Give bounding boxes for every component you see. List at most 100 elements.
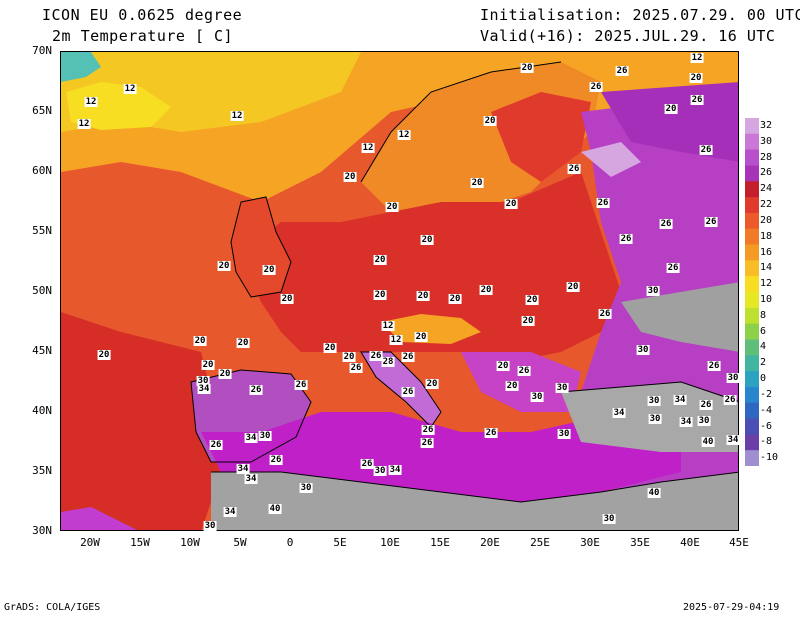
contour-value-label: 20 [193,336,207,346]
contour-value-label: 20 [262,265,276,275]
colorbar-swatch [745,402,759,419]
contour-value-label: 26 [690,95,704,105]
contour-value-label: 20 [505,381,519,391]
contour-value-label: 30 [602,514,616,524]
contour-value-label: 34 [388,465,402,475]
colorbar-swatch [745,244,759,261]
contour-value-label: 20 [504,199,518,209]
contour-value-label: 12 [397,130,411,140]
contour-value-label: 20 [479,285,493,295]
central-europe [241,172,621,362]
contour-value-label: 34 [673,395,687,405]
eastern-grey-a [621,282,738,352]
contour-value-label: 28 [381,357,395,367]
contour-value-label: 30 [196,376,210,386]
greenland-tip [61,52,101,82]
contour-value-label: 20 [566,282,580,292]
colorbar-label: 2 [760,357,767,369]
contour-value-label: 40 [647,488,661,498]
contour-value-label: 34 [679,417,693,427]
footer-timestamp: 2025-07-29-04:19 [683,602,780,613]
lon-label-45e: 45E [729,536,749,549]
contour-value-label: 26 [209,440,223,450]
contour-value-label: 20 [425,379,439,389]
colorbar-swatch [745,276,759,293]
contour-value-label: 34 [236,464,250,474]
contour-value-label: 20 [236,338,250,348]
contour-value-label: 40 [701,437,715,447]
coast-british [230,196,292,298]
lon-label-30e: 30E [580,536,600,549]
colorbar-label: 20 [760,214,773,226]
colorbar-swatch [745,181,759,198]
contour-value-label: 30 [258,431,272,441]
contour-value-label: 30 [726,373,740,383]
lon-label-15e: 15E [430,536,450,549]
colorbar-swatch [745,355,759,372]
colorbar-label: 6 [760,325,767,337]
contour-value-label: 30 [697,416,711,426]
colorbar-swatch [745,228,759,245]
footer-credit: GrADS: COLA/IGES [4,602,101,613]
white-sea [581,142,641,177]
africa-coast-sw [61,507,137,530]
colorbar-swatch [745,434,759,451]
init-time: Initialisation: 2025.07.29. 00 UTC [480,6,800,24]
contour-value-label: 26 [659,219,673,229]
italy [361,352,441,427]
contour-value-label: 34 [223,507,237,517]
contour-value-label: 20 [521,316,535,326]
colorbar-label: 28 [760,151,773,163]
contour-value-label: 20 [97,350,111,360]
contour-value-label: 20 [280,294,294,304]
lon-label-15w: 15W [130,536,150,549]
contour-value-label: 26 [615,66,629,76]
colorbar-label: 12 [760,278,773,290]
colorbar-label: -8 [760,436,773,448]
contour-value-label: 26 [294,380,308,390]
colorbar-label: 32 [760,119,773,131]
model-title: ICON EU 0.0625 degree [42,6,243,24]
contour-value-label: 34 [244,433,258,443]
contour-value-label: 30 [299,483,313,493]
contour-value-label: 20 [525,295,539,305]
contour-value-label: 30 [648,414,662,424]
atlantic-warm [61,312,221,530]
contour-value-label: 30 [555,383,569,393]
contour-value-label: 26 [707,361,721,371]
contour-value-label: 30 [203,521,217,531]
contour-value-label: 26 [517,366,531,376]
contour-value-label: 34 [244,474,258,484]
colorbar-swatch [745,450,759,466]
colorbar-swatch [745,260,759,277]
contour-value-label: 20 [483,116,497,126]
contour-value-label: 20 [323,343,337,353]
contour-value-label: 20 [470,178,484,188]
contour-value-label: 20 [342,352,356,362]
contour-value-label: 30 [636,345,650,355]
contour-value-label: 20 [496,361,510,371]
lat-label-45n: 45N [32,344,52,357]
colorbar-swatch [745,307,759,325]
contour-value-label: 26 [421,425,435,435]
contour-value-label: 20 [343,172,357,182]
contour-value-label: 20 [218,369,232,379]
contour-value-label: 26 [699,400,713,410]
colorbar-swatch [745,371,759,388]
colorbar-label: 0 [760,373,767,384]
contour-value-label: 26 [269,455,283,465]
contour-value-label: 26 [723,395,737,405]
contour-value-label: 26 [589,82,603,92]
colorbar [745,118,759,466]
lon-label-0: 0 [286,536,294,549]
contour-value-label: 40 [268,504,282,514]
lat-label-60n: 60N [32,164,52,177]
contour-value-label: 30 [530,392,544,402]
colorbar-label: 10 [760,293,773,305]
contour-value-label: 12 [123,84,137,94]
lat-label-40n: 40N [32,404,52,417]
colorbar-label: 14 [760,262,773,274]
lon-label-35e: 35E [630,536,650,549]
colorbar-swatch [745,323,759,340]
contour-value-label: 26 [369,351,383,361]
